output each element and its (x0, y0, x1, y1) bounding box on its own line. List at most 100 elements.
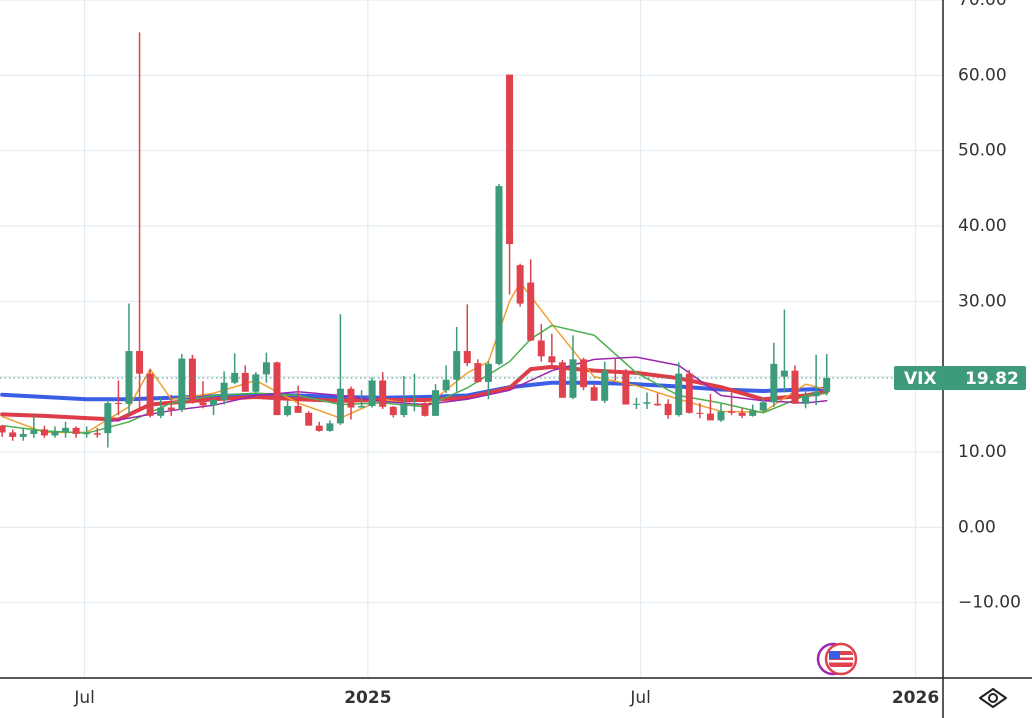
candle-body (30, 430, 38, 434)
candle-body (167, 407, 175, 410)
candle-body (675, 373, 683, 416)
y-tick-label: 70.00 (958, 0, 1007, 10)
candle-body (696, 412, 704, 414)
candle-body (347, 388, 355, 408)
moving-average-line (0, 380, 829, 402)
candle-body (157, 407, 165, 416)
candle-body (83, 433, 91, 435)
candle-body (305, 412, 313, 426)
candle-body (432, 390, 440, 416)
candle-body (759, 402, 767, 411)
x-tick-label: 2025 (344, 688, 391, 708)
candle-body (62, 427, 70, 432)
x-tick-label: 2026 (892, 688, 939, 708)
candle-body (685, 373, 693, 413)
candle-body (210, 400, 218, 406)
visibility-toggle[interactable] (979, 688, 1007, 708)
candle-body (802, 396, 810, 404)
y-tick-label: 60.00 (958, 65, 1007, 85)
candle-body (199, 402, 207, 406)
candle-body (622, 372, 630, 405)
candle-body (537, 340, 545, 357)
candle-body (9, 432, 17, 437)
candle-body (516, 265, 524, 304)
candle-body (654, 403, 662, 406)
candle-body (136, 351, 144, 374)
moving-average-line (0, 364, 829, 422)
x-tick-label: Jul (629, 688, 651, 708)
candle-body (484, 363, 492, 382)
candle-body (506, 74, 514, 245)
y-tick-label: 30.00 (958, 291, 1007, 311)
candle-body (252, 374, 260, 392)
candle-body (379, 380, 387, 407)
candle-body (706, 413, 714, 421)
candle-body (812, 391, 820, 397)
candle-body (368, 380, 376, 407)
y-tick-label: 0.00 (958, 517, 996, 537)
last-price-badge (894, 366, 1026, 391)
candle-body (474, 363, 482, 382)
candle-body (262, 362, 270, 375)
candle-body (19, 433, 27, 437)
candle-body (294, 406, 302, 413)
candle-body (738, 412, 746, 416)
candle-body (780, 370, 788, 377)
candle-body (125, 351, 133, 404)
candle-body (93, 433, 101, 435)
candle-body (527, 282, 535, 341)
candle-body (590, 387, 598, 401)
candle-body (104, 403, 112, 434)
candle-body (284, 406, 292, 416)
candle-body (273, 362, 281, 416)
candles (0, 32, 831, 448)
candle-body (421, 403, 429, 416)
candle-body (358, 406, 366, 408)
candle-body (400, 403, 408, 416)
candle-body (40, 429, 48, 436)
candle-body (643, 402, 651, 404)
candle-body (463, 351, 471, 364)
candle-body (601, 370, 609, 401)
candle-body (580, 359, 588, 388)
candle-body (770, 363, 778, 403)
grid (0, 0, 943, 678)
candle-body (548, 356, 556, 363)
candle-body (410, 403, 418, 405)
candle-body (72, 427, 80, 434)
candle-body (0, 425, 6, 433)
candle-body (453, 351, 461, 380)
candle-body (114, 403, 122, 405)
candle-body (389, 406, 397, 416)
x-tick-label: Jul (73, 688, 95, 708)
candle-body (728, 411, 736, 413)
candle-body (326, 423, 334, 431)
candle-body (442, 379, 450, 391)
candle-body (220, 382, 228, 401)
candle-body (823, 378, 831, 392)
candle-body (569, 359, 577, 398)
candle-body (336, 388, 344, 424)
candle-body (664, 403, 672, 416)
y-tick-label: 50.00 (958, 141, 1007, 161)
candle-body (241, 372, 249, 392)
candle-body (146, 373, 154, 416)
y-tick-label: −10.00 (958, 593, 1021, 613)
symbol-label: VIX (904, 369, 937, 389)
candle-body (791, 370, 799, 404)
candle-body (611, 370, 619, 373)
candle-body (51, 431, 59, 436)
y-tick-label: 10.00 (958, 442, 1007, 462)
candle-body (632, 403, 640, 405)
candle-body (749, 410, 757, 416)
candle-body (495, 186, 503, 364)
candle-body (717, 411, 725, 421)
candle-body (558, 362, 566, 398)
last-price-label: 19.82 (965, 369, 1019, 389)
candle-body (315, 425, 323, 431)
candle-body (178, 358, 186, 410)
candle-body (188, 358, 196, 403)
